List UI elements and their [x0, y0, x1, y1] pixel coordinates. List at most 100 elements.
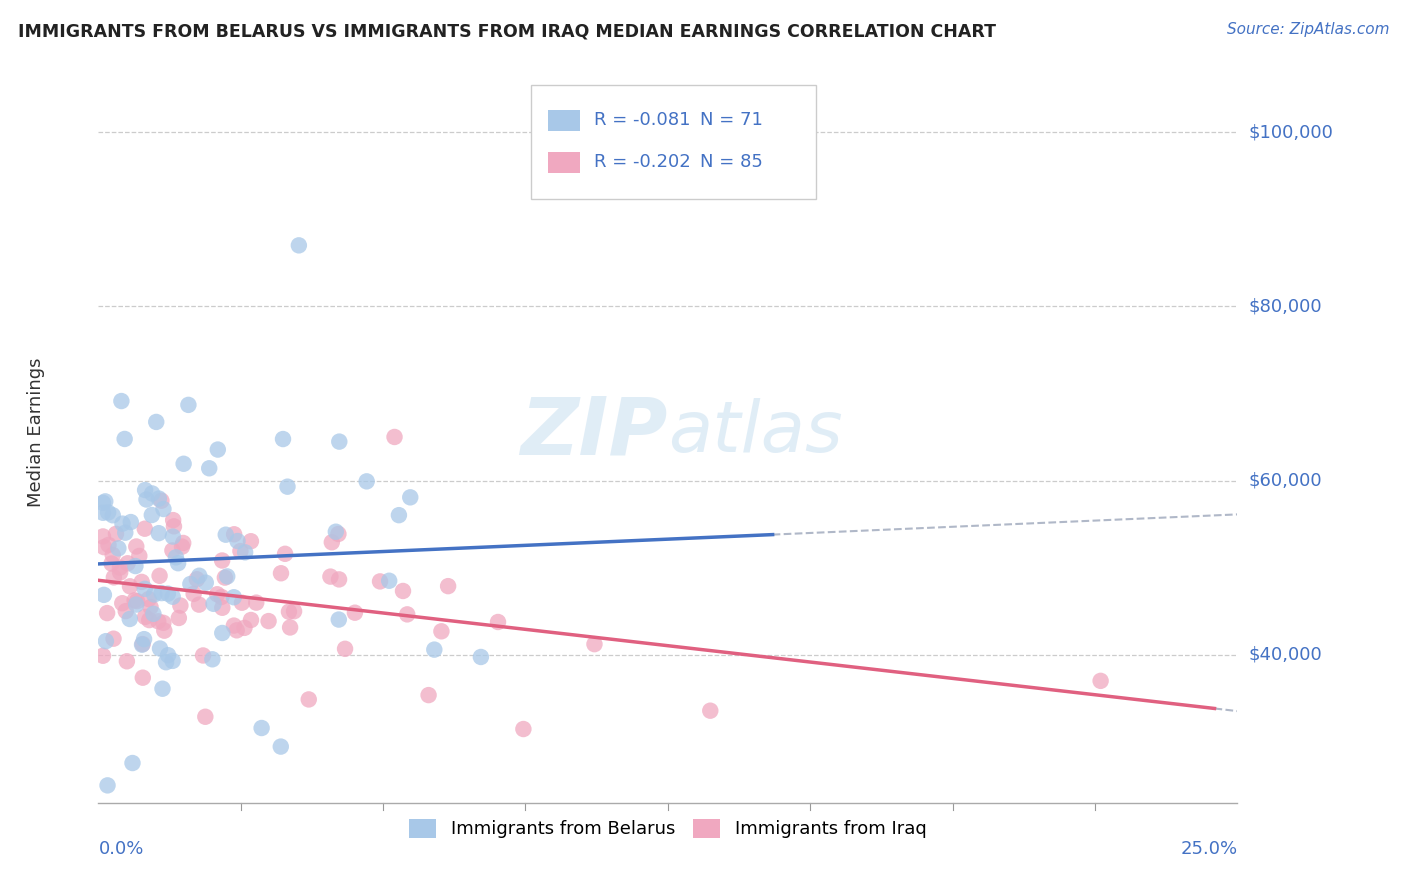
- Point: [162, 543, 184, 558]
- Point: [118, 612, 141, 626]
- Point: [283, 604, 305, 618]
- Point: [384, 430, 406, 444]
- Point: [202, 597, 225, 611]
- Text: 0.0%: 0.0%: [98, 840, 143, 858]
- Point: [245, 596, 267, 610]
- Point: [148, 615, 170, 629]
- Point: [125, 540, 148, 554]
- Point: [167, 556, 190, 570]
- Text: $80,000: $80,000: [1249, 297, 1322, 316]
- Point: [114, 432, 136, 446]
- Point: [115, 654, 138, 668]
- Point: [96, 778, 118, 792]
- Point: [298, 692, 321, 706]
- Point: [198, 461, 221, 475]
- Point: [211, 590, 233, 604]
- Point: [356, 475, 378, 489]
- Point: [163, 519, 186, 533]
- Point: [152, 502, 174, 516]
- Point: [288, 238, 311, 252]
- Text: Source: ZipAtlas.com: Source: ZipAtlas.com: [1226, 22, 1389, 37]
- Point: [423, 642, 446, 657]
- Point: [486, 615, 509, 629]
- Point: [392, 584, 415, 599]
- Point: [93, 588, 115, 602]
- Point: [97, 505, 120, 519]
- Point: [172, 536, 194, 550]
- Point: [131, 638, 153, 652]
- Text: 25.0%: 25.0%: [1180, 840, 1237, 858]
- Point: [191, 648, 214, 663]
- Point: [162, 530, 184, 544]
- Point: [125, 594, 148, 608]
- Point: [333, 641, 356, 656]
- Point: [156, 587, 179, 601]
- Point: [278, 620, 301, 634]
- Point: [378, 574, 401, 588]
- Point: [470, 650, 492, 665]
- Point: [437, 579, 460, 593]
- Point: [214, 571, 236, 585]
- Point: [148, 526, 170, 541]
- Point: [217, 569, 239, 583]
- Point: [124, 593, 146, 607]
- Point: [512, 722, 534, 736]
- Text: $40,000: $40,000: [1249, 646, 1322, 664]
- Point: [148, 569, 170, 583]
- Point: [328, 613, 350, 627]
- Point: [157, 648, 180, 663]
- Point: [125, 598, 148, 612]
- Point: [183, 587, 205, 601]
- Point: [132, 632, 155, 647]
- Point: [170, 540, 193, 554]
- FancyBboxPatch shape: [531, 85, 815, 200]
- Text: atlas: atlas: [668, 398, 842, 467]
- Point: [233, 621, 256, 635]
- Point: [169, 599, 191, 613]
- Text: $100,000: $100,000: [1249, 123, 1333, 141]
- Point: [211, 626, 233, 640]
- Point: [270, 739, 292, 754]
- Point: [257, 614, 280, 628]
- Point: [207, 442, 229, 457]
- Point: [699, 704, 721, 718]
- Point: [278, 605, 301, 619]
- Point: [142, 607, 165, 621]
- Point: [153, 624, 176, 638]
- Point: [117, 556, 139, 570]
- Point: [111, 516, 134, 531]
- Point: [215, 527, 238, 541]
- Point: [91, 529, 114, 543]
- Point: [194, 575, 217, 590]
- Point: [231, 596, 253, 610]
- Point: [1090, 673, 1112, 688]
- Point: [321, 535, 343, 549]
- Text: Median Earnings: Median Earnings: [27, 358, 45, 508]
- Point: [276, 480, 298, 494]
- Point: [226, 534, 249, 549]
- Point: [177, 398, 200, 412]
- Point: [135, 492, 157, 507]
- Point: [150, 493, 173, 508]
- Point: [240, 613, 263, 627]
- Point: [186, 572, 208, 586]
- Point: [91, 648, 114, 663]
- Point: [229, 544, 252, 558]
- Point: [328, 573, 350, 587]
- Point: [132, 671, 155, 685]
- Point: [201, 652, 224, 666]
- Text: N = 71: N = 71: [700, 112, 762, 129]
- Point: [134, 522, 156, 536]
- Point: [139, 600, 162, 615]
- Point: [138, 613, 160, 627]
- Point: [167, 611, 190, 625]
- Point: [399, 491, 422, 505]
- Point: [131, 637, 153, 651]
- Point: [418, 688, 440, 702]
- Point: [141, 508, 163, 522]
- Bar: [548, 152, 581, 173]
- Bar: [548, 110, 581, 130]
- Point: [114, 525, 136, 540]
- Point: [111, 596, 134, 610]
- Point: [271, 432, 294, 446]
